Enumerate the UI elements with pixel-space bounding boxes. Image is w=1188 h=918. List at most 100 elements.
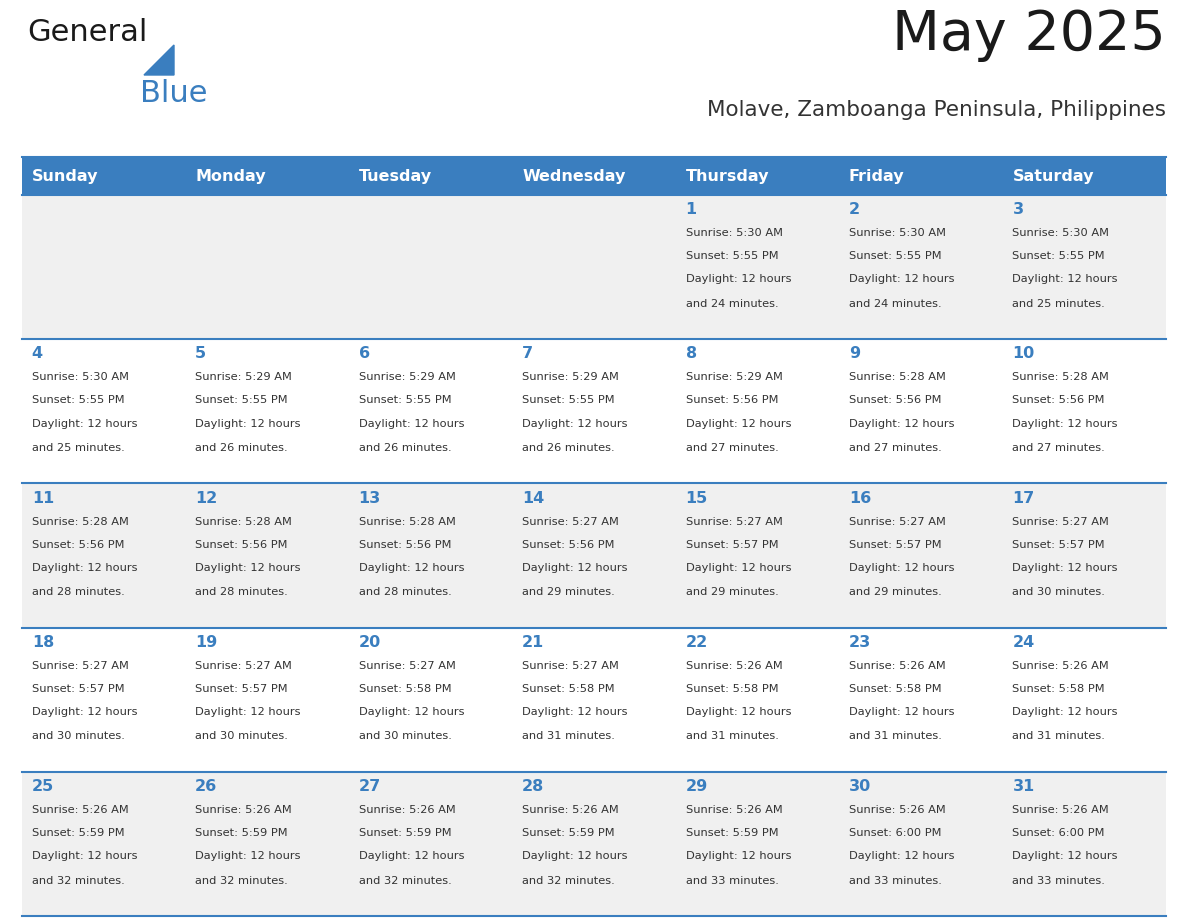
Text: Daylight: 12 hours: Daylight: 12 hours <box>195 563 301 573</box>
Text: and 30 minutes.: and 30 minutes. <box>195 732 289 742</box>
Text: Sunset: 5:56 PM: Sunset: 5:56 PM <box>685 396 778 406</box>
Text: Sunset: 5:55 PM: Sunset: 5:55 PM <box>685 252 778 262</box>
Text: Sunrise: 5:29 AM: Sunrise: 5:29 AM <box>522 373 619 383</box>
Text: 14: 14 <box>522 490 544 506</box>
Text: 4: 4 <box>32 346 43 362</box>
Text: Sunset: 5:55 PM: Sunset: 5:55 PM <box>1012 252 1105 262</box>
Text: and 29 minutes.: and 29 minutes. <box>685 588 778 598</box>
Text: Friday: Friday <box>849 169 904 184</box>
Text: Sunset: 5:55 PM: Sunset: 5:55 PM <box>359 396 451 406</box>
Text: Molave, Zamboanga Peninsula, Philippines: Molave, Zamboanga Peninsula, Philippines <box>707 100 1165 119</box>
Text: and 32 minutes.: and 32 minutes. <box>195 876 287 886</box>
Text: Sunset: 5:59 PM: Sunset: 5:59 PM <box>195 828 287 838</box>
Polygon shape <box>144 45 173 75</box>
Text: and 31 minutes.: and 31 minutes. <box>685 732 778 742</box>
Text: Sunrise: 5:26 AM: Sunrise: 5:26 AM <box>849 661 946 671</box>
Text: Sunrise: 5:27 AM: Sunrise: 5:27 AM <box>32 661 128 671</box>
Text: Sunset: 5:58 PM: Sunset: 5:58 PM <box>849 684 942 694</box>
Text: Daylight: 12 hours: Daylight: 12 hours <box>522 563 627 573</box>
Text: Sunrise: 5:27 AM: Sunrise: 5:27 AM <box>522 661 619 671</box>
Text: and 30 minutes.: and 30 minutes. <box>1012 588 1105 598</box>
Text: Sunrise: 5:27 AM: Sunrise: 5:27 AM <box>685 517 783 527</box>
Text: Daylight: 12 hours: Daylight: 12 hours <box>685 851 791 861</box>
Text: 26: 26 <box>195 779 217 794</box>
Text: 30: 30 <box>849 779 871 794</box>
Text: 16: 16 <box>849 490 871 506</box>
Text: and 29 minutes.: and 29 minutes. <box>849 588 942 598</box>
Text: Sunrise: 5:26 AM: Sunrise: 5:26 AM <box>1012 661 1110 671</box>
Text: Sunrise: 5:30 AM: Sunrise: 5:30 AM <box>1012 229 1110 238</box>
Text: 8: 8 <box>685 346 696 362</box>
Text: 11: 11 <box>32 490 55 506</box>
Text: Sunset: 5:59 PM: Sunset: 5:59 PM <box>32 828 125 838</box>
Text: and 25 minutes.: and 25 minutes. <box>1012 299 1105 308</box>
Text: Sunset: 5:55 PM: Sunset: 5:55 PM <box>195 396 287 406</box>
Text: 9: 9 <box>849 346 860 362</box>
Text: Daylight: 12 hours: Daylight: 12 hours <box>359 563 465 573</box>
Text: Daylight: 12 hours: Daylight: 12 hours <box>32 563 138 573</box>
Text: Daylight: 12 hours: Daylight: 12 hours <box>685 563 791 573</box>
Text: 2: 2 <box>849 202 860 218</box>
Text: Daylight: 12 hours: Daylight: 12 hours <box>359 851 465 861</box>
Text: 12: 12 <box>195 490 217 506</box>
Text: and 25 minutes.: and 25 minutes. <box>32 443 125 453</box>
Text: Sunset: 5:59 PM: Sunset: 5:59 PM <box>359 828 451 838</box>
Text: and 31 minutes.: and 31 minutes. <box>1012 732 1105 742</box>
Text: Daylight: 12 hours: Daylight: 12 hours <box>849 851 954 861</box>
Text: Sunset: 5:55 PM: Sunset: 5:55 PM <box>32 396 125 406</box>
Text: Sunrise: 5:27 AM: Sunrise: 5:27 AM <box>1012 517 1110 527</box>
Text: Sunset: 5:57 PM: Sunset: 5:57 PM <box>195 684 287 694</box>
Text: Sunrise: 5:30 AM: Sunrise: 5:30 AM <box>32 373 128 383</box>
Text: Tuesday: Tuesday <box>359 169 431 184</box>
Text: Daylight: 12 hours: Daylight: 12 hours <box>522 419 627 429</box>
Text: and 28 minutes.: and 28 minutes. <box>359 588 451 598</box>
Text: Sunrise: 5:28 AM: Sunrise: 5:28 AM <box>849 373 946 383</box>
Text: 13: 13 <box>359 490 381 506</box>
Text: 25: 25 <box>32 779 55 794</box>
Text: 7: 7 <box>522 346 533 362</box>
Text: Daylight: 12 hours: Daylight: 12 hours <box>195 419 301 429</box>
Text: and 26 minutes.: and 26 minutes. <box>522 443 614 453</box>
Text: Daylight: 12 hours: Daylight: 12 hours <box>195 707 301 717</box>
Text: Blue: Blue <box>140 79 208 108</box>
Text: Sunrise: 5:30 AM: Sunrise: 5:30 AM <box>849 229 946 238</box>
Text: Daylight: 12 hours: Daylight: 12 hours <box>849 563 954 573</box>
Text: Sunrise: 5:28 AM: Sunrise: 5:28 AM <box>1012 373 1110 383</box>
Text: 5: 5 <box>195 346 207 362</box>
Text: Sunrise: 5:27 AM: Sunrise: 5:27 AM <box>359 661 455 671</box>
Text: Sunset: 5:57 PM: Sunset: 5:57 PM <box>32 684 125 694</box>
Text: Sunrise: 5:28 AM: Sunrise: 5:28 AM <box>195 517 292 527</box>
Text: Sunrise: 5:26 AM: Sunrise: 5:26 AM <box>685 661 782 671</box>
Text: 10: 10 <box>1012 346 1035 362</box>
Text: Sunset: 6:00 PM: Sunset: 6:00 PM <box>849 828 941 838</box>
Text: Sunrise: 5:27 AM: Sunrise: 5:27 AM <box>849 517 946 527</box>
Text: Sunrise: 5:26 AM: Sunrise: 5:26 AM <box>32 805 128 815</box>
Text: and 26 minutes.: and 26 minutes. <box>359 443 451 453</box>
Text: Sunset: 5:58 PM: Sunset: 5:58 PM <box>1012 684 1105 694</box>
Text: Sunset: 5:56 PM: Sunset: 5:56 PM <box>195 540 287 550</box>
Text: 3: 3 <box>1012 202 1024 218</box>
Text: Sunset: 5:56 PM: Sunset: 5:56 PM <box>522 540 614 550</box>
Text: 17: 17 <box>1012 490 1035 506</box>
Text: Sunset: 5:58 PM: Sunset: 5:58 PM <box>522 684 614 694</box>
Text: Sunset: 6:00 PM: Sunset: 6:00 PM <box>1012 828 1105 838</box>
Text: Daylight: 12 hours: Daylight: 12 hours <box>1012 851 1118 861</box>
Text: and 31 minutes.: and 31 minutes. <box>849 732 942 742</box>
Text: 6: 6 <box>359 346 369 362</box>
Text: 20: 20 <box>359 635 381 650</box>
Text: and 33 minutes.: and 33 minutes. <box>685 876 778 886</box>
Text: Sunrise: 5:30 AM: Sunrise: 5:30 AM <box>685 229 783 238</box>
Text: 31: 31 <box>1012 779 1035 794</box>
Text: Daylight: 12 hours: Daylight: 12 hours <box>1012 563 1118 573</box>
Text: Daylight: 12 hours: Daylight: 12 hours <box>1012 707 1118 717</box>
Text: Sunset: 5:55 PM: Sunset: 5:55 PM <box>849 252 942 262</box>
Text: Daylight: 12 hours: Daylight: 12 hours <box>32 851 138 861</box>
Text: Sunset: 5:56 PM: Sunset: 5:56 PM <box>849 396 941 406</box>
Text: Daylight: 12 hours: Daylight: 12 hours <box>195 851 301 861</box>
Text: and 30 minutes.: and 30 minutes. <box>32 732 125 742</box>
Text: and 28 minutes.: and 28 minutes. <box>32 588 125 598</box>
Text: General: General <box>27 18 147 47</box>
Text: and 24 minutes.: and 24 minutes. <box>849 299 942 308</box>
Text: Sunrise: 5:26 AM: Sunrise: 5:26 AM <box>1012 805 1110 815</box>
Text: 28: 28 <box>522 779 544 794</box>
